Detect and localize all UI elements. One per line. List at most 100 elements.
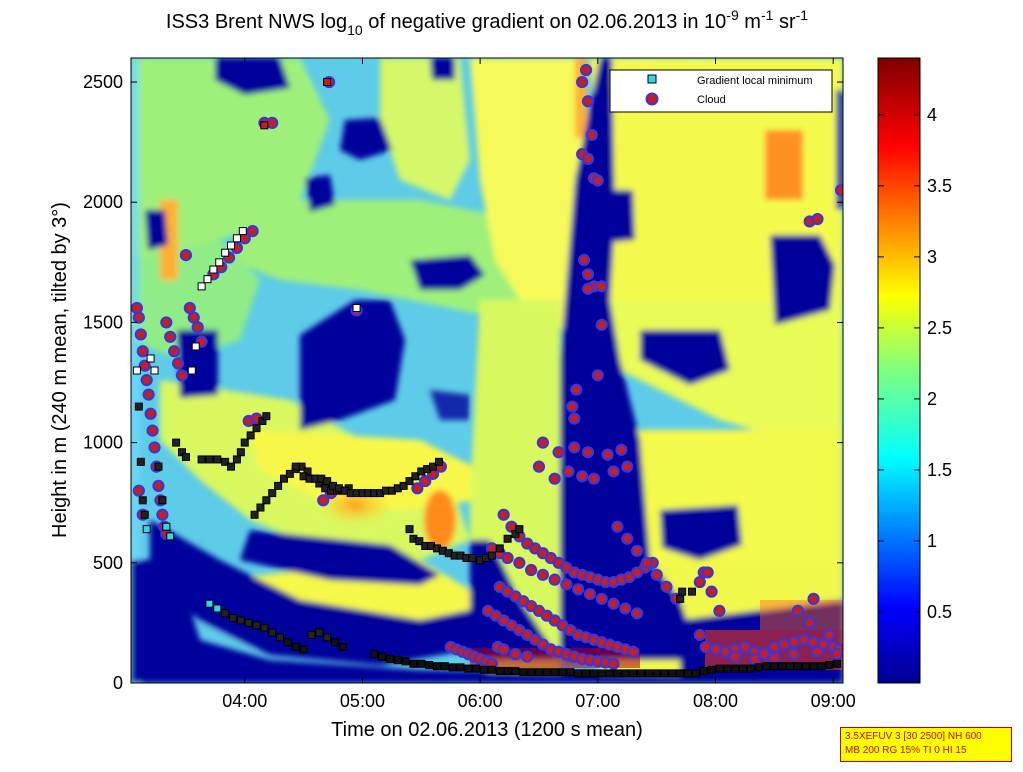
gradient-minimum-marker [276, 633, 285, 642]
gradient-minimum-marker [250, 510, 259, 519]
info-box: 3.5XEFUV 3 [30 2500] NH 600 MB 200 RG 15… [840, 727, 1012, 762]
gradient-minimum-marker [668, 669, 677, 678]
gradient-minimum-marker [209, 265, 218, 274]
gradient-minimum-marker [283, 638, 292, 647]
gradient-minimum-marker [260, 623, 269, 632]
gradient-minimum-marker [256, 503, 265, 512]
gradient-minimum-marker [644, 669, 653, 678]
cloud-marker [619, 602, 632, 615]
gradient-minimum-marker [291, 462, 300, 471]
gradient-minimum-marker [162, 522, 171, 531]
gradient-minimum-marker [385, 654, 394, 663]
gradient-minimum-marker [715, 664, 724, 673]
gradient-minimum-marker [330, 638, 339, 647]
cloud-marker [191, 321, 204, 334]
y-tick-label: 1000 [83, 433, 123, 453]
gradient-minimum-marker [228, 614, 237, 623]
gradient-minimum-marker [487, 665, 496, 674]
gradient-minimum-marker [299, 645, 308, 654]
title-part-1: ISS3 Brent NWS log [166, 11, 347, 33]
gradient-minimum-marker [762, 662, 771, 671]
gradient-minimum-marker [793, 662, 802, 671]
cloud-marker [138, 359, 151, 372]
cloud-marker [807, 592, 820, 605]
cloud-markers [131, 63, 843, 670]
cloud-marker [509, 648, 522, 661]
gradient-minimum-marker [676, 669, 685, 678]
cloud-marker [148, 441, 161, 454]
gradient-minimum-marker [434, 457, 443, 466]
y-tick-label: 2000 [83, 192, 123, 212]
gradient-minimum-marker [817, 662, 826, 671]
gradient-minimum-marker [687, 587, 696, 596]
cloud-marker [601, 448, 614, 461]
cloud-marker [568, 441, 581, 454]
cloud-marker [797, 633, 810, 646]
gradient-minimum-marker [136, 457, 145, 466]
info-line-2: MB 200 RG 15% TI 0 HI 15 [845, 745, 967, 756]
cloud-marker [768, 640, 781, 654]
cloud-marker [568, 412, 581, 425]
gradient-minimum-marker [527, 668, 536, 677]
title-superscript-2: -1 [761, 7, 774, 23]
cloud-marker [621, 460, 634, 473]
gradient-minimum-marker [262, 412, 271, 421]
legend-label-cloud: Cloud [697, 94, 726, 106]
gradient-minimum-marker [166, 532, 175, 541]
gradient-minimum-marker [558, 668, 567, 677]
cloud-marker [611, 520, 624, 533]
colorbar: 0.5 1 1.5 2 2.5 3 3.5 4 [877, 57, 952, 684]
cloud-marker [719, 645, 732, 658]
gradient-minimum-marker [468, 554, 477, 562]
gradient-minimum-marker [244, 618, 253, 627]
gradient-minimum-marker [660, 669, 669, 678]
gradient-minimum-marker [268, 628, 277, 637]
y-tick-label: 0 [113, 673, 123, 693]
gradient-minimum-marker [260, 121, 269, 130]
gradient-minimum-marker [268, 489, 277, 498]
gradient-minimum-marker [519, 668, 528, 677]
legend-box [609, 69, 833, 113]
cloud-marker [246, 224, 259, 238]
colorbar-tick-label: 1.5 [927, 460, 952, 480]
gradient-minimum-marker [417, 659, 426, 668]
gradient-minimum-marker [279, 474, 288, 483]
cloud-marker [607, 657, 620, 670]
gradient-minimum-marker [691, 669, 700, 678]
cloud-marker [411, 482, 424, 495]
cloud-marker [607, 597, 620, 610]
gradient-minimum-marker [678, 587, 687, 596]
cloud-marker [787, 636, 801, 649]
x-tick-label: 08:00 [693, 691, 738, 711]
cloud-marker [581, 446, 595, 459]
gradient-minimum-markers [132, 78, 842, 678]
gradient-minimum-marker [676, 594, 685, 603]
gradient-minimum-marker [550, 668, 559, 677]
info-line-1: 3.5XEFUV 3 [30 2500] NH 600 [845, 731, 982, 742]
y-tick-label: 2500 [83, 72, 123, 92]
gradient-minimum-marker [274, 481, 283, 490]
gradient-minimum-marker [582, 669, 591, 678]
gradient-minimum-marker [172, 438, 181, 447]
gradient-minimum-marker [746, 664, 755, 673]
gradient-minimum-marker [429, 462, 438, 471]
legend: Gradient local minimum Cloud [609, 69, 833, 113]
cloud-marker [581, 268, 595, 281]
gradient-minimum-marker [221, 609, 230, 618]
cloud-marker [175, 369, 189, 382]
cloud-marker [630, 607, 644, 620]
gradient-minimum-marker [456, 663, 465, 672]
gradient-minimum-marker [232, 455, 241, 464]
cloud-marker [146, 424, 159, 437]
gradient-minimum-marker [738, 664, 747, 673]
cloud-marker [579, 63, 593, 77]
title-superscript-3: -1 [796, 7, 809, 23]
title-superscript-1: -9 [726, 7, 739, 23]
gradient-minimum-marker [636, 669, 645, 678]
gradient-minimum-marker [495, 544, 504, 553]
gradient-minimum-marker [134, 402, 143, 411]
gradient-minimum-marker [432, 662, 441, 671]
cloud-marker [581, 95, 595, 108]
gradient-minimum-marker [205, 599, 214, 608]
gradient-minimum-marker [213, 604, 222, 613]
